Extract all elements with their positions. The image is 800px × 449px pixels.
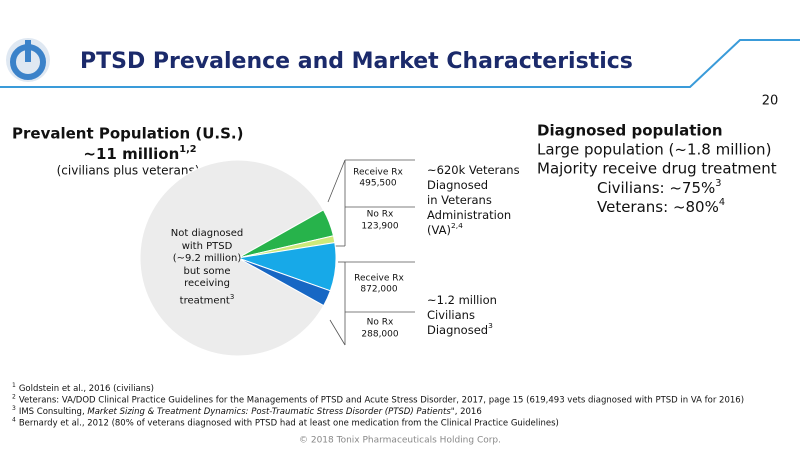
slice-value: 495,500 xyxy=(359,179,396,189)
annotation-line: Diagnosed3 xyxy=(427,321,493,337)
total-sup: 1,2 xyxy=(179,144,196,155)
annotation-text: in Veterans xyxy=(427,193,492,207)
brackets xyxy=(327,159,415,346)
annotation-line: ~620k Veterans xyxy=(427,163,520,177)
annotation-text: (VA) xyxy=(427,223,451,237)
civilians-sup: 3 xyxy=(715,178,721,189)
footnote-text: Bernardy et al., 2012 (80% of veterans d… xyxy=(19,418,559,428)
page-number: 20 xyxy=(762,94,779,109)
annotation-line: Administration xyxy=(427,208,511,222)
pie xyxy=(139,159,337,357)
footnote-text: Goldstein et al., 2016 (civilians) xyxy=(19,384,154,394)
veterans-text: Veterans: ~80% xyxy=(597,198,719,216)
footnote: 1 Goldstein et al., 2016 (civilians) xyxy=(12,382,154,394)
right-line: Large population (~1.8 million) xyxy=(537,141,771,159)
footnote-num: 1 xyxy=(12,382,16,389)
footnote-num: 3 xyxy=(12,405,16,412)
civilians: Civilians: ~75%3 xyxy=(597,178,721,197)
slice-value: 288,000 xyxy=(361,330,398,340)
title: PTSD Prevalence and Market Characteristi… xyxy=(80,49,633,74)
pie-main-label: Not diagnosed with PTSD (~9.2 million) but… xyxy=(160,228,254,307)
annotation-line: (VA)2,4 xyxy=(427,221,463,237)
copyright: © 2018 Tonix Pharmaceuticals Holding Cor… xyxy=(299,436,501,446)
annotation-line: Civilians xyxy=(427,308,475,322)
veterans: Veterans: ~80%4 xyxy=(597,197,725,216)
slice-category: Not diagnosed with PTSD xyxy=(170,228,244,252)
annotation-line: ~1.2 million xyxy=(427,293,497,307)
annotation-line: Diagnosed xyxy=(427,178,488,192)
header-rule xyxy=(0,39,800,88)
footnote-text: Veterans: VA/DOD Clinical Practice Guide… xyxy=(19,395,744,405)
total-value: ~11 million xyxy=(83,145,179,163)
total: ~11 million1,2 xyxy=(83,144,196,163)
footnote: 3 IMS Consulting, Market Sizing & Treatme… xyxy=(12,405,482,417)
logo-bar xyxy=(25,40,31,62)
annotation-text: Administration xyxy=(427,208,511,222)
footnote-num: 4 xyxy=(12,416,16,423)
footnote: 2 Veterans: VA/DOD Clinical Practice Guid… xyxy=(12,393,744,405)
slice-category: Receive Rx xyxy=(354,274,404,284)
slice-note: but some receiving treatment xyxy=(179,265,231,306)
footnote: 4 Bernardy et al., 2012 (80% of veterans … xyxy=(12,416,559,428)
left-note: (civilians plus veterans) xyxy=(57,164,200,178)
annotation-line: in Veterans xyxy=(427,193,492,207)
footnote-italic: Market Sizing & Treatment Dynamics: Post… xyxy=(87,407,451,417)
footnote-text: IMS Consulting, xyxy=(19,407,88,417)
slice-category: No Rx xyxy=(367,318,394,328)
slice-note-sup: 3 xyxy=(229,292,235,301)
annotation-sup: 3 xyxy=(488,321,493,330)
right-line: Majority receive drug treatment xyxy=(537,160,777,178)
pie-slice xyxy=(139,159,325,357)
footnotes: 1 Goldstein et al., 2016 (civilians)2 Vete… xyxy=(12,382,744,429)
annotation-text: ~1.2 million xyxy=(427,293,497,307)
slice-category: No Rx xyxy=(367,210,394,220)
veterans-sup: 4 xyxy=(719,197,725,208)
slice-value: (~9.2 million) xyxy=(172,253,242,264)
pie-slice xyxy=(237,257,331,307)
annotation-text: Civilians xyxy=(427,308,475,322)
annotation-text: Diagnosed xyxy=(427,178,488,192)
slice-category: Receive Rx xyxy=(353,168,403,178)
left-heading: Prevalent Population (U.S.) xyxy=(12,125,243,143)
annotation-text: Diagnosed xyxy=(427,323,488,337)
annotation-text: ~620k Veterans xyxy=(427,163,520,177)
civilians-text: Civilians: ~75% xyxy=(597,179,715,197)
slice-value: 872,000 xyxy=(360,285,397,295)
footnote-num: 2 xyxy=(12,393,16,400)
slice-value: 123,900 xyxy=(361,222,398,232)
right-heading: Diagnosed population xyxy=(537,122,723,140)
annotation-sup: 2,4 xyxy=(451,221,463,230)
footnote-rest: ", 2016 xyxy=(451,407,482,417)
